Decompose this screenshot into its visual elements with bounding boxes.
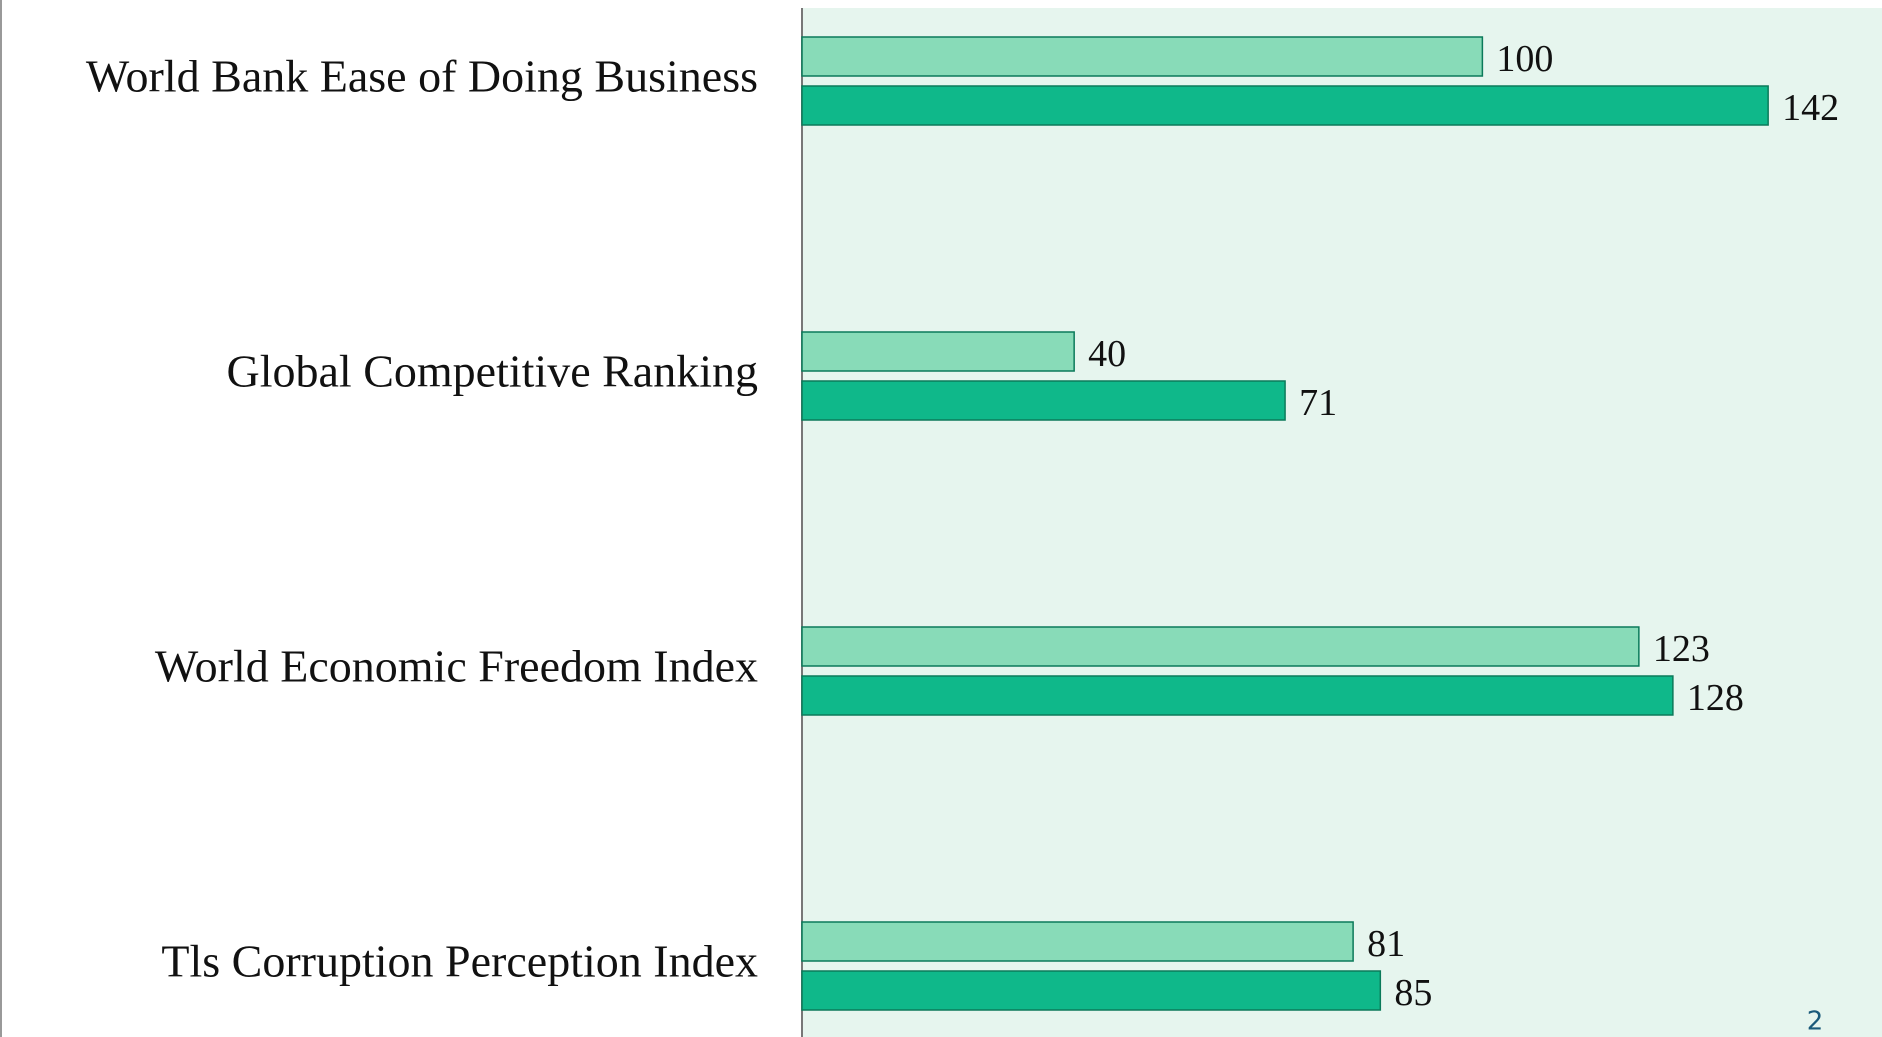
- value-label: 71: [1299, 382, 1337, 424]
- bar: [801, 675, 1674, 716]
- bar: [801, 85, 1769, 126]
- value-label: 142: [1782, 87, 1839, 129]
- bar: [801, 36, 1484, 77]
- bar: [801, 380, 1286, 421]
- bar: [801, 626, 1640, 667]
- value-label: 100: [1496, 38, 1553, 80]
- page-number: 2: [1807, 1007, 1824, 1037]
- value-label: 123: [1653, 628, 1710, 670]
- value-label: 128: [1687, 677, 1744, 719]
- category-label: Global Competitive Ranking: [227, 346, 759, 397]
- category-label: Tls Corruption Perception Index: [161, 936, 758, 987]
- bar: [801, 921, 1354, 962]
- value-label: 81: [1367, 923, 1405, 965]
- bar: [801, 331, 1075, 372]
- category-label: World Bank Ease of Doing Business: [86, 51, 758, 102]
- category-label: World Economic Freedom Index: [155, 641, 758, 692]
- value-label: 40: [1088, 333, 1126, 375]
- plot-background: [802, 8, 1882, 1037]
- value-label: 85: [1394, 972, 1432, 1014]
- bar: [801, 970, 1382, 1011]
